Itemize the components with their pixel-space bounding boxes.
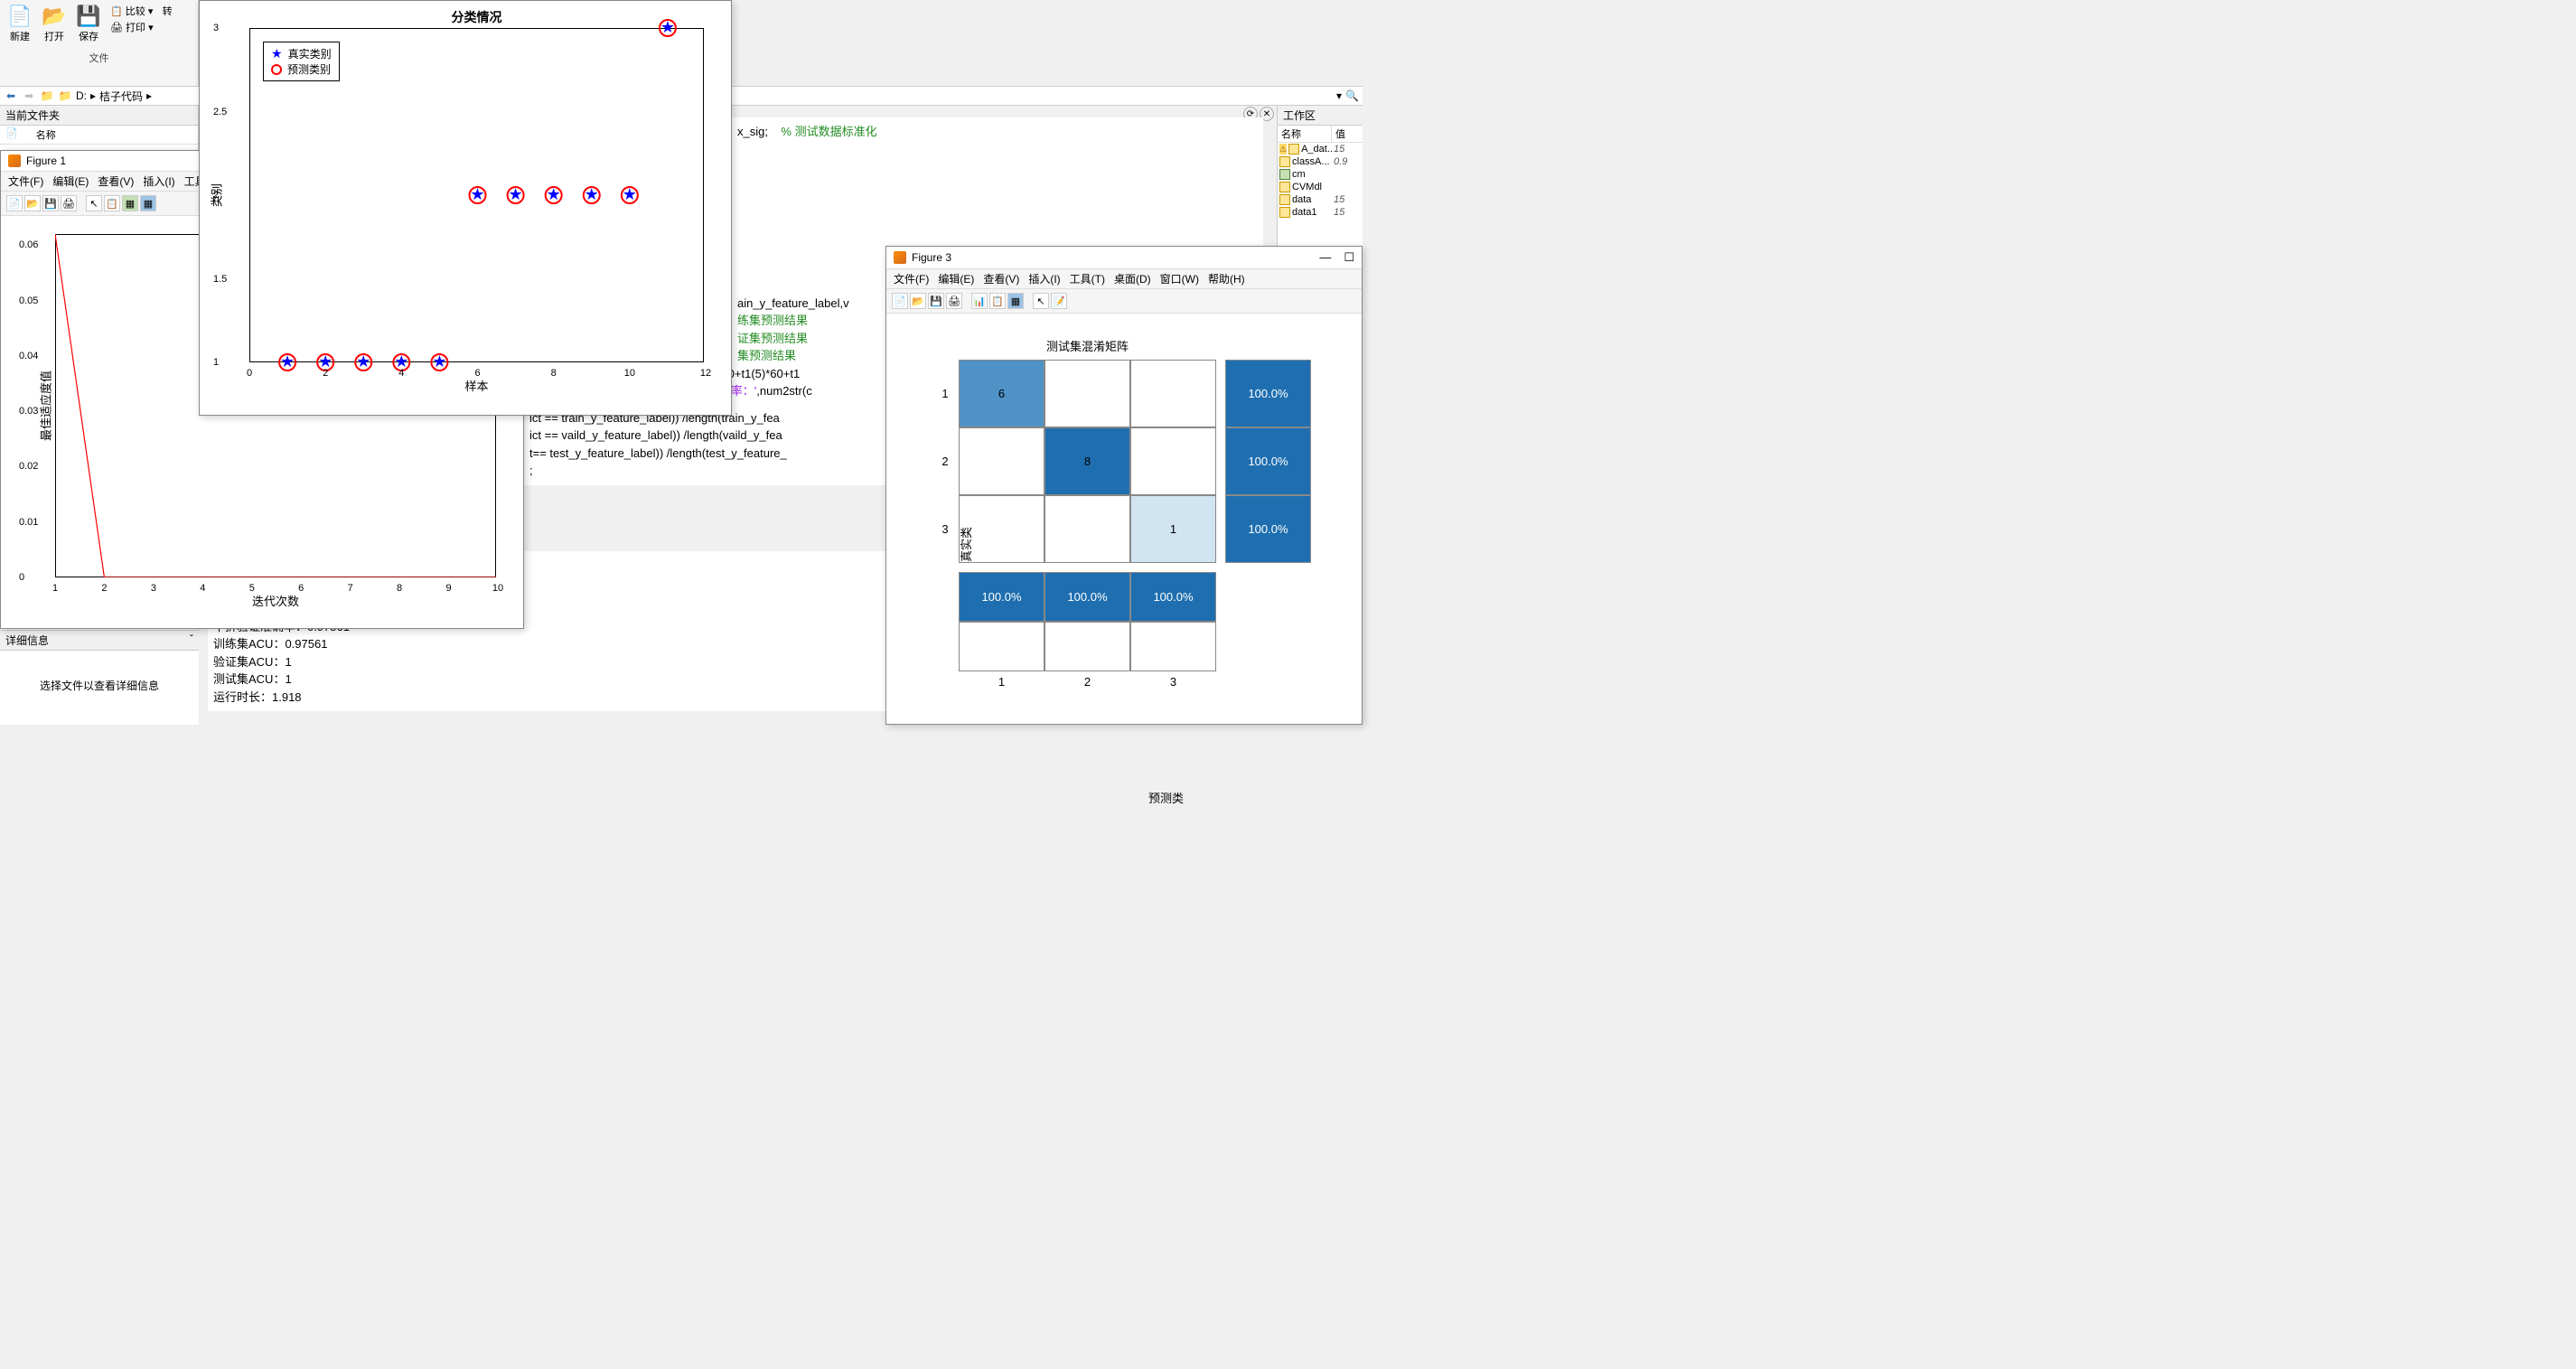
figure-2-legend: ★真实类别 预测类别 (263, 42, 340, 81)
minimize-icon[interactable]: — (1319, 250, 1331, 265)
new-fig-icon[interactable]: 📄 (6, 195, 23, 211)
menu-item[interactable]: 编辑(E) (938, 271, 974, 286)
layout-icon[interactable]: ▦ (122, 195, 138, 211)
figure-1-title: Figure 1 (26, 155, 66, 167)
open-fig-icon[interactable]: 📂 (910, 293, 926, 309)
compare-button[interactable]: 📋 比较 ▾ (110, 4, 154, 18)
new-fig-icon[interactable]: 📄 (892, 293, 908, 309)
figure-2-axes: 分类情况 ★★★★★★★★★★★ ★真实类别 预测类别 类别 样本 11.522… (249, 28, 704, 362)
menu-item[interactable]: 桌面(D) (1114, 271, 1151, 286)
inspect-icon[interactable]: 📋 (989, 293, 1006, 309)
figure-1-xlabel: 迭代次数 (252, 592, 299, 609)
menu-item[interactable]: 工具(T) (1070, 271, 1105, 286)
print-fig-icon[interactable]: 🖨 (946, 293, 962, 309)
menu-item[interactable]: 插入(I) (143, 173, 174, 189)
addr-search-icon[interactable]: 🔍 (1345, 89, 1359, 102)
save-button[interactable]: 💾保存 (76, 4, 101, 43)
print-button[interactable]: 🖨 打印 ▾ (110, 20, 154, 34)
figure-3-toolbar: 📄 📂 💾 🖨 📊 📋 ▦ ↖ 📝 (886, 289, 1362, 314)
layout2-icon[interactable]: ▦ (140, 195, 156, 211)
open-button[interactable]: 📂打开 (42, 4, 67, 43)
open-fig-icon[interactable]: 📂 (24, 195, 41, 211)
maximize-icon[interactable]: ☐ (1344, 250, 1354, 265)
workspace-title: 工作区 (1278, 106, 1363, 126)
save-fig-icon[interactable]: 💾 (42, 195, 59, 211)
addr-dropdown-icon[interactable]: ▾ (1336, 89, 1342, 102)
toolbar-section-label: 文件 (0, 47, 198, 65)
figure-3-window: Figure 3 — ☐ 文件(F) 编辑(E) 查看(V) 插入(I) 工具(T) 桌面… (885, 246, 1363, 725)
details-panel: 详细信息 ˇ 选择文件以查看详细信息 (0, 630, 199, 725)
menu-item[interactable]: 文件(F) (8, 173, 43, 189)
menu-item[interactable]: 编辑(E) (52, 173, 89, 189)
notes-icon[interactable]: 📝 (1051, 293, 1067, 309)
confusion-matrix: 测试集混淆矩阵 16100.0%28100.0%31100.0%100.0%10… (932, 337, 1311, 689)
workspace-var[interactable]: data15 (1278, 193, 1363, 206)
up-icon[interactable]: 📁 (40, 89, 54, 103)
details-title: 详细信息 (5, 633, 49, 648)
details-body: 选择文件以查看详细信息 (0, 651, 199, 693)
breadcrumb-folder[interactable]: 桔子代码 (99, 89, 143, 104)
figure-3-title: Figure 3 (912, 251, 951, 264)
folder-icon[interactable]: 📁 (58, 89, 72, 103)
workspace-var[interactable]: CVMdl (1278, 181, 1363, 193)
new-button[interactable]: 📄新建 (7, 4, 33, 43)
workspace-var[interactable]: ⚠A_dat...15 (1278, 143, 1363, 155)
print-fig-icon[interactable]: 🖨 (61, 195, 77, 211)
folder-col-name: 名称 (36, 127, 56, 142)
save-fig-icon[interactable]: 💾 (928, 293, 944, 309)
cursor-icon[interactable]: ↖ (1033, 293, 1049, 309)
cursor-icon[interactable]: ↖ (86, 195, 102, 211)
inspect-icon[interactable]: 📋 (104, 195, 120, 211)
matlab-icon (8, 155, 21, 167)
folder-panel-title: 当前文件夹 (0, 106, 198, 126)
menu-item[interactable]: 查看(V) (983, 271, 1019, 286)
breadcrumb-root[interactable]: D: (76, 89, 87, 102)
figure-2-title: 分类情况 (452, 8, 502, 26)
workspace-col-name: 名称 (1278, 126, 1332, 142)
workspace-col-value: 值 (1332, 126, 1349, 142)
back-icon[interactable]: ⬅ (4, 89, 18, 103)
figure-2-window: 分类情况 ★★★★★★★★★★★ ★真实类别 预测类别 类别 样本 11.522… (199, 0, 732, 416)
data-icon[interactable]: 📊 (971, 293, 988, 309)
details-collapse-icon[interactable]: ˇ (190, 633, 193, 648)
menu-item[interactable]: 文件(F) (894, 271, 929, 286)
menu-item[interactable]: 窗口(W) (1160, 271, 1199, 286)
matlab-icon (894, 251, 906, 264)
workspace-var[interactable]: data115 (1278, 206, 1363, 219)
figure-1-ylabel: 最佳适应度值 (37, 370, 54, 441)
menu-item[interactable]: 帮助(H) (1208, 271, 1245, 286)
confmat-xlabel: 预测类 (1148, 789, 1184, 806)
workspace-var[interactable]: classA...0.9 (1278, 155, 1363, 168)
menu-item[interactable]: 插入(I) (1028, 271, 1060, 286)
figure-2-xlabel: 样本 (464, 377, 488, 394)
confmat-ylabel: 真实类 (957, 527, 974, 562)
workspace-var[interactable]: cm (1278, 168, 1363, 181)
layout-icon[interactable]: ▦ (1007, 293, 1024, 309)
main-toolbar: 📄新建 📂打开 💾保存 📋 比较 ▾ 🖨 打印 ▾ 转 文件 (0, 0, 199, 86)
menu-item[interactable]: 查看(V) (98, 173, 134, 189)
forward-icon[interactable]: ➡ (22, 89, 36, 103)
confmat-title: 测试集混淆矩阵 (959, 337, 1216, 354)
